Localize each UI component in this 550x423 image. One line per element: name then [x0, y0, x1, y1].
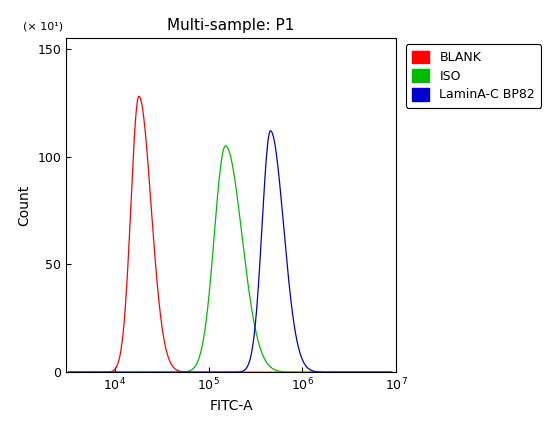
Text: (× 10¹): (× 10¹): [23, 22, 63, 31]
Title: Multi-sample: P1: Multi-sample: P1: [167, 18, 295, 33]
Y-axis label: Count: Count: [18, 184, 32, 226]
X-axis label: FITC-A: FITC-A: [209, 399, 253, 413]
Legend: BLANK, ISO, LaminA-C BP82: BLANK, ISO, LaminA-C BP82: [405, 44, 541, 108]
